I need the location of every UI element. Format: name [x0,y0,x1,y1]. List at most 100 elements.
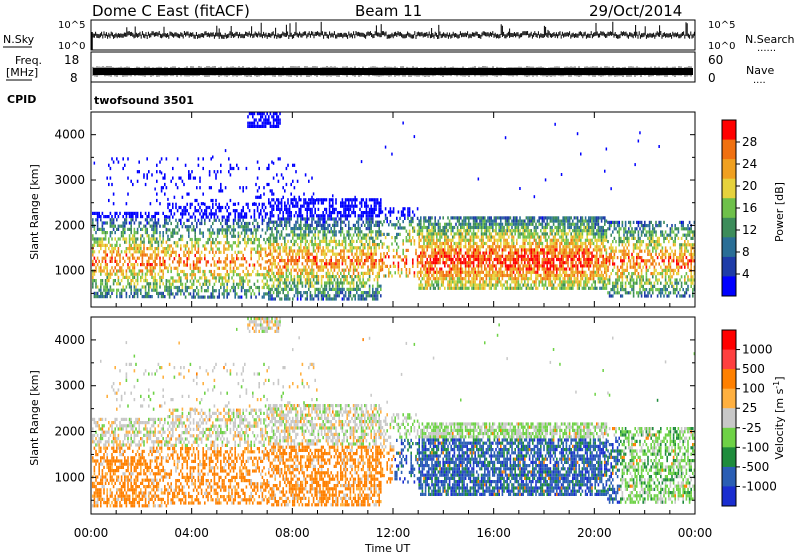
power-cell [250,121,252,125]
power-cell [280,259,283,263]
power-cell [293,195,296,199]
power-cell [512,216,515,220]
power-cell [258,202,260,206]
power-cell [231,269,233,274]
power-cell [268,236,270,240]
power-cell [328,259,331,263]
power-cell [437,277,440,281]
power-cell [224,149,227,153]
power-cell [309,294,312,298]
power-cell [154,279,156,283]
power-cell [343,249,345,253]
power-cell [527,283,529,287]
power-cell [317,198,320,202]
power-cell [472,283,475,287]
power-cell [311,220,313,224]
power-cell [324,252,326,256]
power-cell [268,115,270,119]
power-cell [501,286,504,290]
power-cell [560,273,563,278]
power-cell [295,268,297,272]
power-cell [336,252,339,256]
power-cell [160,263,163,267]
power-cell [516,277,518,281]
power-cell [248,279,251,283]
power-cell [178,273,180,277]
power-cell [277,291,280,295]
power-cell [180,279,182,283]
power-cell [343,214,345,218]
power-cell [487,235,489,239]
power-cell [124,218,126,222]
power-cell [442,241,444,246]
power-cell [480,261,483,265]
power-cell [469,257,472,262]
power-cell [501,248,504,252]
power-cell [514,257,516,262]
power-cell [120,269,123,273]
power-cell [260,253,262,258]
power-cell [428,267,430,271]
power-cell [212,285,214,290]
power-cell [418,229,420,233]
power-cell [159,275,161,279]
power-cell [421,245,424,249]
power-cell [370,265,372,269]
power-cell [394,271,396,275]
power-cell [362,284,364,288]
power-cell [540,273,542,278]
power-cell [332,239,334,243]
power-cell [293,294,296,298]
power-cell [261,279,264,283]
power-cell [272,249,275,253]
power-cell [234,228,236,232]
power-cell [194,273,196,277]
power-cell [538,273,540,278]
power-cell [458,257,460,262]
power-cell [532,270,534,274]
power-cell [458,241,460,246]
power-cell [220,221,222,226]
power-cell [271,207,273,211]
power-cell [519,264,521,268]
power-cell [181,179,184,183]
power-cell [266,279,268,283]
power-cell [562,219,564,223]
power-cell [276,220,278,224]
power-cell [212,228,214,232]
power-cell [240,257,243,261]
power-cell [551,248,553,252]
power-cell [368,211,371,215]
power-cell [352,284,355,288]
power-cell [372,211,374,215]
power-cell [490,216,492,220]
power-cell [162,250,164,254]
power-cell [304,249,307,253]
power-cell [450,251,452,255]
power-cell [372,259,374,263]
power-cell [349,233,352,237]
power-cell [295,262,297,266]
power-cell [303,236,305,240]
power-cell [240,295,243,299]
power-cell [125,253,128,257]
power-cell [463,283,465,287]
power-cell [216,295,219,299]
power-cell [168,253,171,258]
power-cell [178,260,180,264]
power-cell [492,261,494,265]
power-cell [258,250,260,254]
power-cell [346,287,348,291]
power-cell [276,233,278,237]
power-cell [496,270,499,274]
power-cell [111,243,113,247]
power-cell [352,265,355,269]
power-cell [423,251,425,255]
power-cell [476,270,478,274]
power-cell [168,282,171,286]
power-cell [143,243,145,247]
power-cell [440,229,443,233]
power-cell [351,246,353,250]
power-cell [116,253,118,257]
power-cell [314,201,316,205]
